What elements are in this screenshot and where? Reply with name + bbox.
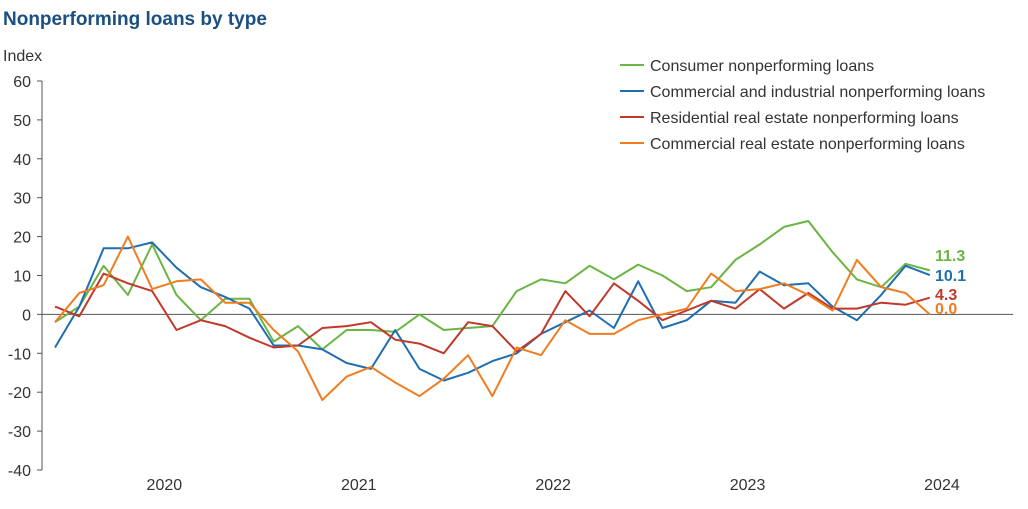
x-tick-label: 2020 xyxy=(147,477,183,494)
x-tick-label: 2023 xyxy=(730,477,766,494)
legend-label: Commercial and industrial nonperforming … xyxy=(650,84,985,101)
end-value-label: 11.3 xyxy=(935,248,965,265)
series-line xyxy=(54,220,931,351)
legend-label: Residential real estate nonperforming lo… xyxy=(650,110,959,127)
y-tick-label: 10 xyxy=(13,269,31,286)
x-tick-label: 2022 xyxy=(535,477,571,494)
y-tick-label: 50 xyxy=(13,113,31,130)
y-axis-ticks: 60 50 40 30 20 10 0 -10 -20 -30 -40 xyxy=(8,74,42,480)
legend: Consumer nonperforming loans Commercial a… xyxy=(620,58,985,153)
y-tick-label: 40 xyxy=(13,152,31,169)
end-value-label: 4.3 xyxy=(935,287,957,304)
y-tick-label: -20 xyxy=(8,385,31,402)
series-line xyxy=(54,272,931,355)
end-value-label: 0.0 xyxy=(935,301,957,318)
y-tick-label: 0 xyxy=(22,307,31,324)
y-tick-label: -40 xyxy=(8,463,31,480)
y-tick-label: -30 xyxy=(8,424,31,441)
series-line xyxy=(54,241,931,382)
x-tick-label: 2024 xyxy=(924,477,960,494)
x-tick-label: 2021 xyxy=(341,477,377,494)
end-value-label: 10.1 xyxy=(935,268,966,285)
series-line xyxy=(54,235,931,401)
legend-label: Commercial real estate nonperforming loa… xyxy=(650,136,965,153)
y-axis-label: Index xyxy=(3,48,42,65)
y-tick-label: 20 xyxy=(13,230,31,247)
chart-title: Nonperforming loans by type xyxy=(3,9,267,30)
x-axis-ticks: 2020 2021 2022 2023 2024 xyxy=(147,477,960,494)
legend-label: Consumer nonperforming loans xyxy=(650,58,874,75)
y-tick-label: 60 xyxy=(13,74,31,91)
y-tick-label: 30 xyxy=(13,191,31,208)
series-lines xyxy=(54,220,931,401)
y-tick-label: -10 xyxy=(8,346,31,363)
end-labels: 11.3 10.1 4.30.0 xyxy=(935,248,966,318)
